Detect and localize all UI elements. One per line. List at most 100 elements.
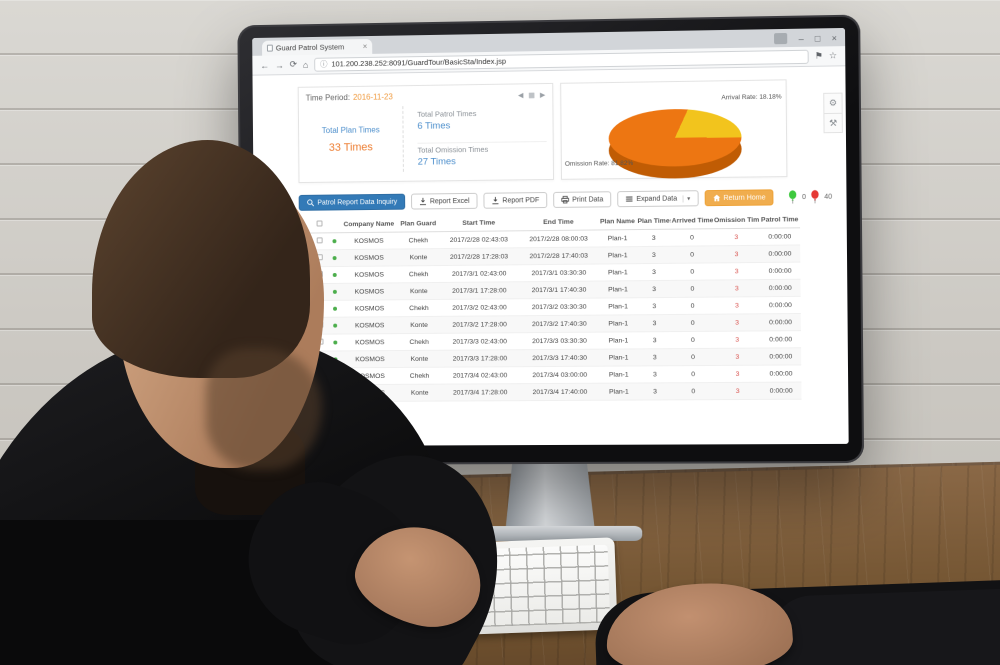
cell-end-time: 2017/3/3 03:30:30 bbox=[519, 332, 600, 350]
date-range-icon[interactable]: ▦ bbox=[528, 91, 535, 99]
maximize-button[interactable]: □ bbox=[814, 32, 821, 44]
table-row[interactable]: + KOSMOS Konte 2017/3/4 17:28:00 2017/3/… bbox=[300, 382, 802, 402]
cell-omission-times: 3 bbox=[713, 262, 760, 281]
patrol-report-inquiry-button[interactable]: Patrol Report Data Inquiry bbox=[298, 193, 406, 211]
cell-plan-name: Plan-1 bbox=[599, 365, 638, 384]
download-icon bbox=[419, 197, 427, 205]
cell-omission-times: 3 bbox=[713, 330, 761, 349]
expand-row-icon[interactable]: + bbox=[303, 338, 309, 348]
next-day-icon[interactable]: ▶ bbox=[539, 91, 546, 99]
expand-row-icon[interactable]: + bbox=[304, 355, 309, 365]
expand-row-icon[interactable]: + bbox=[304, 388, 310, 398]
favicon-icon bbox=[266, 44, 273, 52]
row-checkbox[interactable] bbox=[317, 304, 324, 311]
bookmark-star-icon[interactable]: ☆ bbox=[828, 50, 838, 61]
green-count: 0 bbox=[802, 193, 807, 201]
chevron-down-icon[interactable]: ▾ bbox=[682, 194, 691, 202]
expand-row-icon[interactable]: + bbox=[303, 321, 309, 331]
cell-start-time: 2017/3/2 17:28:00 bbox=[439, 315, 520, 334]
statistics-card: Time Period: 2016-11-23 ◀ ▦ ▶ T bbox=[297, 82, 555, 184]
cell-company: KOSMOS bbox=[341, 333, 399, 351]
side-tool-panel: ⚙ ⚒ bbox=[823, 92, 843, 134]
cell-patrol-time: 0:00:00 bbox=[760, 364, 802, 383]
cell-company: KOSMOS bbox=[341, 384, 399, 402]
select-all-checkbox[interactable] bbox=[316, 220, 323, 227]
monitor-bezel: Guard Patrol System × – □ × ← → ⟳ ⌂ bbox=[237, 14, 865, 465]
paper-stack bbox=[94, 440, 226, 468]
prev-day-icon[interactable]: ◀ bbox=[517, 91, 524, 99]
report-pdf-button[interactable]: Report PDF bbox=[483, 192, 548, 209]
cell-start-time: 2017/3/2 02:43:00 bbox=[439, 298, 520, 317]
cell-plan-guard: Konte bbox=[397, 248, 440, 266]
row-checkbox[interactable] bbox=[317, 338, 324, 345]
forward-icon[interactable]: → bbox=[274, 59, 284, 70]
tools-icon[interactable]: ⚒ bbox=[824, 112, 842, 133]
row-checkbox[interactable] bbox=[316, 254, 323, 261]
col-omission-times: Omission Times bbox=[712, 211, 760, 229]
status-dot-icon bbox=[331, 238, 336, 243]
red-balloon-icon[interactable] bbox=[810, 190, 820, 204]
cell-plan-name: Plan-1 bbox=[599, 314, 638, 333]
expand-row-icon[interactable]: + bbox=[303, 253, 308, 263]
url-text: 101.200.238.252:8091/GuardTour/BasicSta/… bbox=[331, 56, 507, 69]
cell-arrived-times: 0 bbox=[671, 348, 715, 366]
back-icon[interactable]: ← bbox=[260, 60, 270, 71]
print-data-button[interactable]: Print Data bbox=[553, 191, 612, 208]
expand-row-icon[interactable]: + bbox=[303, 270, 309, 280]
cell-plan-guard: Chekh bbox=[398, 333, 441, 351]
profile-icon[interactable] bbox=[774, 32, 788, 45]
green-balloon-icon[interactable] bbox=[788, 190, 798, 204]
return-home-button[interactable]: Return Home bbox=[704, 189, 774, 207]
cell-omission-times: 3 bbox=[714, 348, 761, 366]
row-checkbox[interactable] bbox=[317, 355, 324, 362]
status-dot-icon bbox=[333, 373, 338, 378]
cell-patrol-time: 0:00:00 bbox=[760, 382, 802, 400]
home-icon[interactable]: ⌂ bbox=[302, 59, 309, 70]
row-checkbox[interactable] bbox=[317, 321, 324, 328]
rate-pie-chart-card: Arrival Rate: 18.18% Omission Rate: 81.8… bbox=[560, 79, 788, 180]
row-checkbox[interactable] bbox=[317, 287, 324, 295]
row-checkbox[interactable] bbox=[316, 237, 323, 244]
cell-end-time: 2017/3/4 03:00:00 bbox=[519, 366, 600, 384]
col-start-time: Start Time bbox=[438, 214, 519, 232]
minimize-button[interactable]: – bbox=[798, 33, 804, 44]
cell-omission-times: 3 bbox=[713, 279, 761, 298]
row-checkbox[interactable] bbox=[318, 389, 324, 396]
page-info-icon[interactable]: ⓘ bbox=[320, 59, 328, 69]
expand-row-icon[interactable]: + bbox=[303, 304, 309, 314]
cell-plan-times: 3 bbox=[637, 331, 672, 349]
cell-company: KOSMOS bbox=[340, 282, 399, 301]
refresh-icon[interactable]: ⟳ bbox=[289, 59, 298, 70]
cell-company: KOSMOS bbox=[340, 249, 398, 267]
home-icon bbox=[712, 194, 720, 202]
window-controls: – □ × bbox=[774, 32, 837, 47]
browser-tab[interactable]: Guard Patrol System × bbox=[261, 38, 373, 56]
cell-start-time: 2017/2/28 02:43:03 bbox=[439, 230, 519, 249]
red-count: 40 bbox=[824, 193, 833, 201]
row-checkbox[interactable] bbox=[316, 271, 323, 278]
cell-plan-name: Plan-1 bbox=[598, 280, 638, 299]
tab-close-icon[interactable]: × bbox=[362, 41, 368, 51]
expand-row-icon[interactable]: + bbox=[304, 371, 309, 381]
col-arrived-times: Arrived Times bbox=[670, 212, 714, 230]
expand-row-icon[interactable]: + bbox=[303, 237, 308, 247]
col-select bbox=[311, 216, 328, 234]
report-excel-button[interactable]: Report Excel bbox=[410, 192, 478, 210]
cell-start-time: 2017/3/3 02:43:00 bbox=[439, 332, 520, 351]
action-toolbar: Patrol Report Data Inquiry Report Excel … bbox=[298, 188, 833, 212]
status-dot-icon bbox=[332, 306, 337, 311]
omission-rate-label: Omission Rate: 81.82% bbox=[564, 159, 634, 168]
expand-row-icon[interactable]: + bbox=[303, 287, 309, 297]
cell-patrol-time: 0:00:00 bbox=[760, 347, 802, 366]
cell-plan-guard: Konte bbox=[398, 316, 440, 334]
col-plan-times: Plan Times bbox=[636, 212, 671, 230]
settings-gear-icon[interactable]: ⚙ bbox=[828, 97, 838, 108]
expand-data-button[interactable]: Expand Data ▾ bbox=[617, 190, 699, 208]
cell-arrived-times: 0 bbox=[671, 297, 714, 315]
row-checkbox[interactable] bbox=[317, 372, 324, 379]
flag-icon[interactable]: ⚑ bbox=[814, 50, 823, 61]
close-button[interactable]: × bbox=[831, 32, 838, 43]
cell-plan-name: Plan-1 bbox=[598, 263, 638, 282]
table-body: + KOSMOS Chekh 2017/2/28 02:43:03 2017/2… bbox=[298, 227, 802, 402]
